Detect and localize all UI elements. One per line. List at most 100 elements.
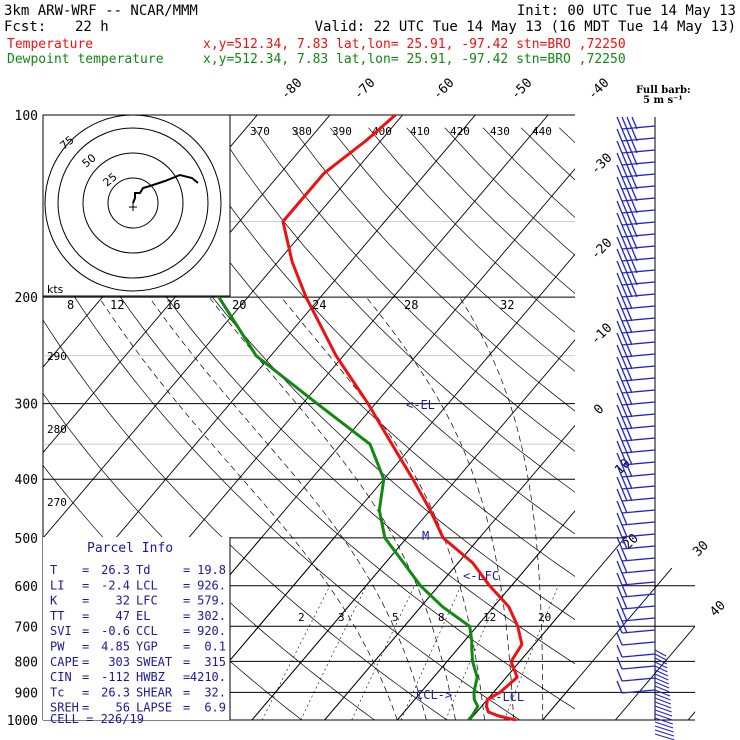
wind-barb	[616, 572, 656, 586]
speed-tick: 12	[110, 298, 124, 312]
speed-tick: 32	[500, 298, 514, 312]
parcel-row-label-1: LI	[50, 578, 64, 592]
wind-barb	[654, 729, 675, 737]
wind-barb	[616, 548, 656, 562]
wind-barb	[616, 188, 656, 202]
parcel-eq: =	[82, 655, 89, 669]
wind-barb	[654, 725, 674, 733]
theta-label: 440	[532, 125, 552, 138]
parcel-row-value-1: 303	[108, 655, 130, 669]
mixing-ratio-label: 2	[298, 611, 305, 624]
wind-barb	[654, 685, 670, 693]
moist-adiabat	[208, 296, 456, 720]
theta-label: 290	[47, 350, 67, 363]
isotherm-label: -50	[508, 76, 535, 103]
mixing-ratio-line	[300, 585, 367, 720]
parcel-eq: =	[183, 594, 190, 608]
wind-barb	[616, 500, 656, 514]
theta-label: 380	[292, 125, 312, 138]
parcel-eq: =	[82, 609, 89, 623]
wind-barb	[616, 404, 656, 418]
model-title: 3km ARW-WRF -- NCAR/MMM	[4, 3, 198, 19]
wind-barb	[616, 260, 656, 274]
isotherm	[469, 595, 575, 720]
theta-label: 280	[47, 423, 67, 436]
dry-adiabat	[368, 127, 575, 333]
wind-barb	[616, 116, 656, 130]
mixing-ratio-label: 8	[438, 611, 445, 624]
dry-adiabat	[520, 127, 575, 181]
wind-barb	[616, 152, 656, 166]
isotherm-label: -40	[585, 76, 612, 103]
isotherm-label: -30	[588, 151, 615, 178]
parcel-row-value-1: 32	[116, 594, 130, 608]
theta-label: 410	[410, 125, 430, 138]
parcel-row-value-2: 302.	[197, 609, 226, 623]
wind-barb	[654, 689, 671, 697]
pressure-label: 900	[15, 686, 38, 701]
parcel-row-label-2: LFC	[136, 594, 158, 608]
parcel-eq: =	[82, 670, 89, 684]
isotherm	[324, 537, 695, 720]
wind-barb	[616, 464, 656, 478]
parcel-row-value-1: 56	[116, 701, 130, 715]
wind-barb	[616, 356, 656, 370]
parcel-eq: =	[183, 655, 190, 669]
dry-adiabat	[253, 127, 575, 452]
temperature-profile	[281, 113, 524, 722]
wind-barb	[616, 332, 656, 346]
parcel-row-value-1: 26.3	[101, 563, 130, 577]
theta-label: 370	[250, 125, 270, 138]
theta-label: 430	[490, 125, 510, 138]
dry-adiabat	[177, 127, 575, 535]
theta-label: 390	[332, 125, 352, 138]
isotherm	[687, 537, 695, 720]
pressure-label: 400	[15, 473, 38, 488]
theta-label: 420	[450, 125, 470, 138]
wind-barb	[654, 701, 672, 709]
pressure-label: 100	[15, 109, 38, 124]
mixing-ratio-label: 3	[338, 611, 345, 624]
hodograph: 75 50 25 kts	[42, 114, 231, 297]
isotherm-label: 40	[707, 598, 729, 620]
wind-barb	[654, 657, 668, 665]
wind-barb	[654, 697, 671, 705]
parcel-eq: =	[183, 563, 190, 577]
speed-tick: 28	[404, 298, 418, 312]
parcel-eq: =	[82, 578, 89, 592]
isotherm	[324, 424, 575, 720]
wind-barb	[654, 693, 671, 701]
wind-barb	[616, 140, 656, 154]
wind-barb	[654, 661, 668, 669]
mixing-ratio-line	[261, 585, 331, 720]
wind-barb	[616, 452, 656, 466]
wind-barb	[616, 344, 656, 358]
parcel-eq: =	[183, 701, 190, 715]
parcel-eq: =	[183, 685, 190, 699]
wind-barb	[616, 164, 656, 178]
parcel-eq: =	[82, 594, 89, 608]
pressure-label: 700	[15, 620, 38, 635]
parcel-eq: =	[183, 670, 190, 684]
init-time: Init: 00 UTC Tue 14 May 13	[517, 3, 736, 19]
mixing-ratio-label: 12	[483, 611, 496, 624]
wind-barb	[616, 236, 656, 250]
moist-adiabat	[148, 296, 427, 720]
speed-tick: 16	[166, 298, 180, 312]
isotherm	[43, 115, 403, 539]
wind-barb	[616, 524, 656, 538]
level-marker: <-EL	[406, 398, 435, 412]
level-marker: CCL->	[416, 688, 452, 702]
dry-adiabat	[62, 127, 575, 665]
wind-barb	[616, 620, 656, 634]
parcel-row-label-2: EL	[136, 609, 150, 623]
dry-adiabat	[139, 127, 575, 577]
parcel-row-value-1: -0.6	[101, 624, 130, 638]
parcel-eq: =	[183, 640, 190, 654]
wind-barb	[616, 428, 656, 442]
parcel-eq: =	[82, 563, 89, 577]
parcel-row-label-2: LCL	[136, 578, 158, 592]
isotherm-label: -20	[588, 236, 615, 263]
hodograph-ring	[44, 114, 222, 292]
